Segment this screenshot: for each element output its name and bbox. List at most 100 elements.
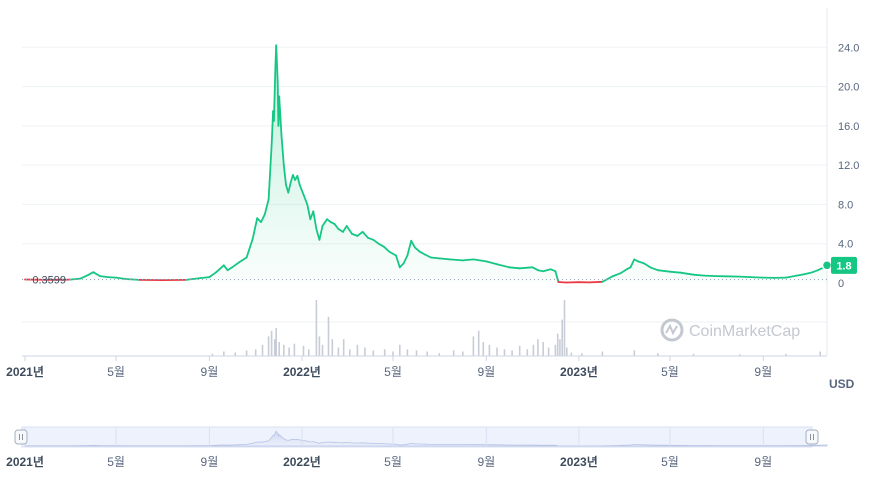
volume-bar [566,347,568,356]
y-axis: 0 4.0 8.0 12.0 16.0 20.0 24.0 [838,42,859,290]
price-segment [275,44,279,83]
grid-lines [22,46,827,245]
volume-bar [399,344,401,356]
price-segment [612,272,622,278]
volume-bar [223,351,225,356]
volume-bar [554,344,557,356]
price-segment [588,280,604,284]
price-segment [749,276,765,279]
price-segment [296,174,301,186]
price-segment [557,281,567,284]
price-segment [287,181,292,194]
price-segment [414,246,421,253]
price-segment [345,225,353,235]
price-segment [410,239,416,249]
price-segment [643,262,652,269]
y-tick-label: 24.0 [838,42,859,54]
volume-bar [342,339,345,356]
x-tick-label: 9월 [754,365,772,379]
current-price-badge [831,256,857,274]
y-tick-label: 20.0 [838,82,859,94]
volume-bar [372,350,375,356]
volume-bar [570,352,573,356]
price-segment [184,277,202,281]
volume-bar [785,353,787,356]
navigator-right-handle[interactable] [805,429,819,445]
price-segment [803,271,814,276]
navigator-left-handle[interactable] [14,429,28,445]
x-tick-label: 5월 [107,365,125,379]
x-tick-label: 5월 [384,365,402,379]
navigator-x-tick-label: 2021년 [6,455,44,469]
price-segment [496,263,511,269]
price-segment [388,250,397,257]
price-segment [272,66,277,122]
price-segment [518,266,534,270]
navigator-x-tick-label: 5월 [661,455,679,469]
currency-label: USD [829,377,855,391]
price-segment [382,245,391,253]
volume-bar [278,342,280,356]
volume-bar [392,351,394,356]
price-segment [115,276,128,281]
y-tick-label: 8.0 [838,199,853,211]
price-segment [312,210,318,230]
volume-bar [556,333,559,356]
volume-bar [211,353,214,356]
volume-bar [738,354,741,356]
volume-bar [308,349,310,356]
volume-bar [337,347,340,356]
range-navigator[interactable]: 2021년 5월 9월 2022년 5월 9월 2023년 5월 9월 [6,426,828,469]
volume-bar [542,342,544,356]
price-segment [341,225,348,233]
price-segment [231,261,240,269]
volume-bar [293,343,296,356]
price-segment [215,264,225,274]
price-segment [395,254,401,269]
price-segment [79,274,89,280]
price-segment [361,230,369,239]
navigator-area [24,430,828,447]
price-segment [351,232,359,237]
volume-bar [692,353,695,356]
price-segment [785,274,798,279]
volume-bar [245,350,248,356]
price-segment [260,213,266,224]
price-segment [263,198,270,216]
volume-bar [349,349,351,356]
navigator-x-tick-label: 5월 [107,455,125,469]
price-segment [321,218,328,227]
price-segment [703,274,718,278]
price-segment [251,217,259,240]
coinmarketcap-watermark: CoinMarketCap [660,318,800,342]
volume-bar [563,300,566,356]
current-price-dot [821,260,833,271]
price-segment [554,270,560,283]
price-segment [692,273,705,277]
volume-bar [472,336,475,356]
price-segment [418,250,426,256]
price-segment [669,270,682,274]
price-segment [333,223,340,230]
volume-bar [270,330,273,356]
price-segment [302,193,309,206]
price-segment [306,203,312,221]
coinmarketcap-logo-icon [660,318,684,342]
price-segment [637,260,645,265]
volume-bar [559,339,561,356]
price-segment [619,268,628,275]
price-segment [87,271,95,277]
price-segment [99,275,109,279]
volume-bar [503,349,506,356]
volume-bar [496,347,498,356]
volume-bar [261,344,264,356]
price-segment [485,260,498,266]
volume-bar [657,353,659,356]
navigator-grid [24,428,764,446]
volume-bar [234,352,236,356]
price-segment [423,253,432,259]
watermark-text: CoinMarketCap [689,323,800,340]
volume-bar [477,330,480,356]
price-segment [429,256,441,260]
